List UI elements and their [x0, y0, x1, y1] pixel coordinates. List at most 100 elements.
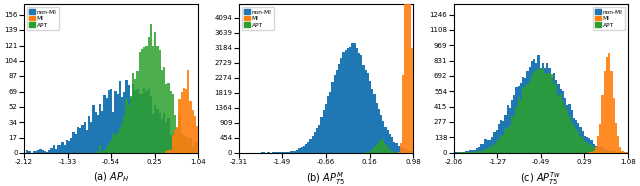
Bar — [176, 128, 179, 153]
Bar — [125, 99, 127, 153]
Bar — [606, 152, 608, 153]
Bar — [529, 81, 531, 153]
Bar — [460, 152, 463, 153]
Bar — [476, 148, 478, 153]
Bar — [555, 85, 557, 153]
Bar — [614, 123, 617, 153]
Bar — [40, 149, 42, 153]
Bar — [163, 113, 165, 153]
Bar — [621, 151, 623, 153]
Bar — [70, 137, 72, 153]
Bar — [150, 25, 152, 153]
Bar — [595, 147, 597, 153]
Bar — [469, 150, 471, 153]
Bar — [547, 63, 548, 153]
Bar — [183, 137, 185, 153]
Bar — [188, 138, 189, 153]
Bar — [104, 95, 106, 153]
Bar — [168, 150, 170, 153]
Bar — [463, 152, 465, 153]
Bar — [382, 139, 385, 153]
Bar — [90, 123, 92, 153]
Bar — [81, 125, 83, 153]
Bar — [316, 128, 318, 153]
Bar — [531, 75, 533, 153]
Bar — [544, 73, 547, 153]
Bar — [127, 105, 130, 153]
Bar — [606, 150, 608, 153]
Bar — [183, 88, 185, 153]
Bar — [568, 116, 571, 153]
Bar — [110, 89, 112, 153]
Bar — [194, 146, 196, 153]
Bar — [623, 152, 626, 153]
Bar — [188, 70, 189, 153]
Bar — [95, 151, 97, 153]
Bar — [37, 150, 40, 153]
Bar — [132, 84, 134, 153]
Bar — [458, 152, 460, 153]
Bar — [588, 152, 591, 153]
Bar — [338, 64, 340, 153]
Bar — [196, 126, 198, 153]
Legend: non-MI, MI, APT: non-MI, MI, APT — [27, 7, 59, 30]
X-axis label: (a) $AP_H$: (a) $AP_H$ — [93, 170, 129, 184]
Bar — [495, 130, 498, 153]
Bar — [409, 151, 411, 153]
Bar — [511, 100, 513, 153]
Bar — [130, 96, 132, 153]
Bar — [194, 116, 196, 153]
Bar — [61, 142, 63, 153]
Bar — [597, 136, 599, 153]
Bar — [83, 122, 86, 153]
Bar — [480, 144, 483, 153]
Bar — [168, 83, 170, 153]
Bar — [191, 147, 194, 153]
Bar — [400, 143, 402, 153]
Bar — [159, 113, 161, 153]
Bar — [112, 133, 115, 153]
Bar — [513, 95, 515, 153]
Bar — [134, 79, 136, 153]
Bar — [387, 147, 389, 153]
Bar — [150, 96, 152, 153]
Bar — [99, 104, 101, 153]
Bar — [314, 132, 316, 153]
Bar — [520, 100, 522, 153]
Bar — [588, 138, 591, 153]
Bar — [179, 116, 180, 153]
Bar — [143, 47, 145, 153]
Bar — [342, 52, 345, 153]
Bar — [573, 125, 575, 153]
Bar — [154, 105, 156, 153]
Bar — [542, 68, 544, 153]
Bar — [597, 147, 599, 153]
Bar — [132, 73, 134, 153]
Bar — [301, 147, 303, 153]
Bar — [478, 151, 480, 153]
Bar — [305, 144, 307, 153]
Bar — [161, 70, 163, 153]
Bar — [599, 147, 602, 153]
Legend: non-MI, MI, APT: non-MI, MI, APT — [242, 7, 274, 30]
Bar — [154, 32, 156, 153]
Bar — [387, 130, 389, 153]
Bar — [397, 152, 400, 153]
Bar — [51, 148, 52, 153]
Bar — [509, 126, 511, 153]
Bar — [495, 141, 498, 153]
Bar — [55, 149, 57, 153]
Bar — [465, 151, 467, 153]
Bar — [66, 140, 68, 153]
Bar — [502, 121, 504, 153]
Bar — [522, 77, 524, 153]
Bar — [170, 135, 172, 153]
Bar — [584, 142, 586, 153]
Bar — [163, 67, 165, 153]
Bar — [106, 147, 108, 153]
Bar — [369, 151, 371, 153]
Bar — [617, 136, 619, 153]
Bar — [188, 140, 189, 153]
Bar — [602, 151, 604, 153]
Bar — [559, 94, 562, 153]
